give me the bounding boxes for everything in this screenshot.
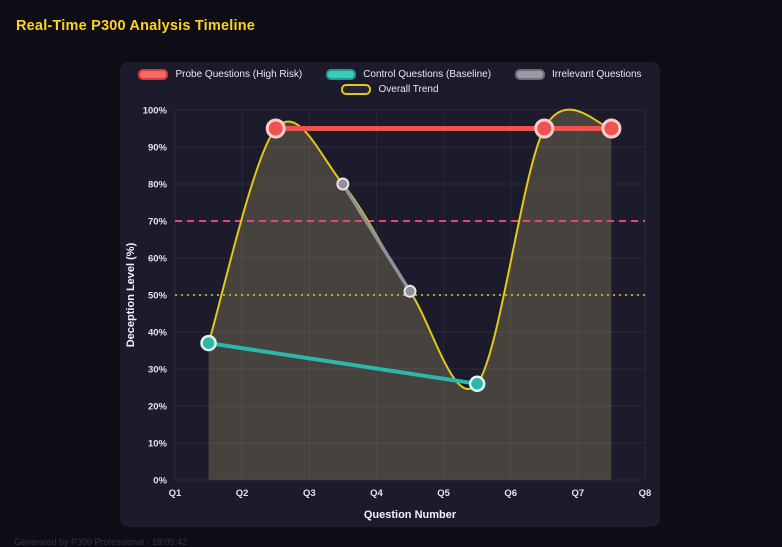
y-tick-label: 80% [148,180,168,191]
y-tick-label: 100% [143,106,168,117]
x-tick-label: Q5 [437,488,450,499]
data-point[interactable] [468,375,486,393]
legend-marker-icon [515,69,546,80]
chart-canvas: 0% 10% 20% 30% 40% 50% 60% 70% 80% 90% 100% Q1 Q2 Q3 Q… [125,106,652,522]
chart-panel: Probe Questions (High Risk) Control Quest… [120,62,660,527]
y-tick-label: 40% [148,328,168,339]
legend-item-label: Probe Questions (High Risk) [175,69,303,80]
legend-item[interactable]: Probe Questions (High Risk) [138,69,302,80]
footer-note: Generated by P300 Professional - 18:05:4… [14,537,188,547]
x-tick-label: Q8 [639,488,652,499]
legend-item[interactable]: Irrelevant Questions [515,69,642,80]
y-tick-label: 90% [148,143,168,154]
data-point[interactable] [336,177,350,191]
series-line [206,341,480,386]
legend-item[interactable]: Control Questions (Baseline) [326,69,491,80]
legend-marker-icon [326,69,357,80]
page-title: Real-Time P300 Analysis Timeline [16,18,256,34]
chart-legend: Probe Questions (High Risk) Control Quest… [120,69,660,99]
data-point[interactable] [601,118,622,139]
legend-item[interactable]: Overall Trend [341,84,439,95]
legend-item-label: Overall Trend [378,84,439,95]
x-tick-label: Q3 [303,488,316,499]
series-line [341,182,412,294]
x-axis-title: Question Number [364,509,457,521]
legend-marker-icon [341,84,372,95]
y-tick-label: 50% [148,291,168,302]
y-tick-label: 10% [148,439,168,450]
y-tick-label: 70% [148,217,168,228]
y-tick-label: 60% [148,254,168,265]
y-tick-label: 20% [148,402,168,413]
legend-item-label: Control Questions (Baseline) [363,69,492,80]
data-point[interactable] [403,284,417,298]
x-tick-label: Q4 [370,488,383,499]
y-tick-label: 30% [148,365,168,376]
x-tick-label: Q1 [169,488,182,499]
y-tick-label: 0% [153,476,167,487]
x-tick-label: Q7 [572,488,585,499]
legend-marker-icon [138,69,169,80]
y-axis-title: Deception Level (%) [125,242,137,347]
data-point[interactable] [265,118,286,139]
data-point[interactable] [534,118,555,139]
legend-item-label: Irrelevant Questions [552,69,642,80]
x-tick-label: Q6 [504,488,517,499]
data-point[interactable] [200,334,217,352]
x-tick-label: Q2 [236,488,249,499]
